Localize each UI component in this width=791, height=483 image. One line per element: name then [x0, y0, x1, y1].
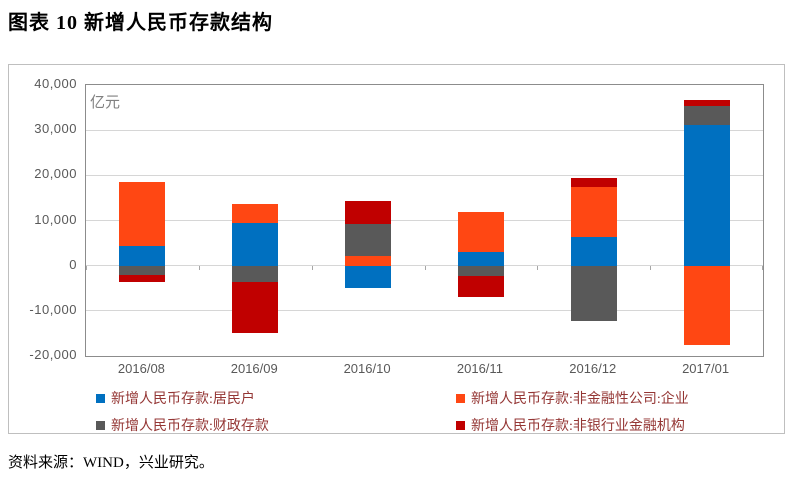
y-tick-label: 40,000: [34, 76, 77, 91]
bar-segment: [457, 251, 504, 266]
legend-label: 新增人民币存款:非金融性公司:企业: [471, 392, 689, 407]
legend-item: 新增人民币存款:居民户: [96, 388, 456, 408]
bar-segment: [683, 100, 730, 107]
axis-tick: [86, 265, 87, 270]
bar-segment: [119, 182, 166, 247]
gridline: [86, 174, 763, 176]
gridline: [86, 310, 763, 312]
legend-item: 新增人民币存款:财政存款: [96, 415, 456, 435]
bar-segment: [570, 178, 617, 188]
x-tick-label: 2017/01: [682, 361, 730, 376]
gridline: [86, 129, 763, 131]
bar-segment: [119, 265, 166, 276]
axis-tick: [198, 265, 200, 270]
bar-segment: [345, 256, 392, 266]
bar-segment: [119, 246, 166, 266]
y-axis-unit-label: 亿元: [90, 94, 121, 111]
bar-segment: [345, 201, 392, 224]
bar-segment: [119, 275, 166, 282]
x-tick-label: 2016/12: [569, 361, 617, 376]
bar-segment: [457, 276, 504, 297]
plot-area: 亿元: [85, 84, 764, 357]
bar-segment: [457, 265, 504, 277]
legend-item: 新增人民币存款:非银行业金融机构: [456, 415, 689, 435]
legend-marker-icon: [456, 393, 465, 403]
x-tick-label: 2016/08: [117, 361, 165, 376]
x-tick-label: 2016/10: [343, 361, 391, 376]
legend-marker-icon: [96, 420, 105, 430]
bar-segment: [683, 106, 730, 126]
bar-segment: [570, 237, 617, 266]
legend-marker-icon: [456, 420, 465, 430]
figure-title: 图表 10 新增人民币存款结构: [8, 12, 273, 34]
legend-label: 新增人民币存款:财政存款: [111, 419, 269, 434]
bar-segment: [683, 265, 730, 345]
bar-segment: [232, 281, 279, 333]
y-tick-label: -10,000: [29, 301, 77, 317]
x-tick-label: 2016/09: [230, 361, 278, 376]
legend-label: 新增人民币存款:居民户: [111, 392, 255, 407]
bar-segment: [457, 211, 504, 252]
chart-legend: 新增人民币存款:居民户 新增人民币存款:非金融性公司:企业新增人民币存款:财政存款…: [96, 388, 689, 435]
y-tick-label: -20,000: [29, 347, 77, 362]
axis-tick: [537, 265, 539, 270]
y-tick-label: 10,000: [34, 211, 77, 227]
axis-tick: [650, 265, 652, 270]
legend-label: 新增人民币存款:非银行业金融机构: [471, 419, 685, 434]
y-tick-label: 20,000: [34, 166, 77, 182]
chart-container: 亿元 40,000 30,000 20,000 10,000 0 -10,000 -20,0…: [8, 64, 785, 434]
legend-item: 新增人民币存款:非金融性公司:企业: [456, 388, 689, 408]
bar-segment: [570, 265, 617, 321]
axis-tick: [424, 265, 426, 270]
bar-segment: [683, 125, 730, 266]
axis-tick: [311, 265, 313, 270]
axis-tick: [762, 265, 763, 270]
bar-segment: [232, 203, 279, 223]
legend-marker-icon: [96, 393, 105, 403]
gridline: [86, 220, 763, 221]
bar-segment: [232, 265, 279, 282]
source-note: 资料来源：WIND，兴业研究。: [8, 455, 214, 471]
bar-segment: [345, 223, 392, 257]
y-tick-label: 30,000: [34, 121, 77, 137]
bar-segment: [570, 187, 617, 238]
bar-segment: [345, 265, 392, 288]
bar-segment: [232, 222, 279, 266]
x-tick-label: 2016/11: [456, 361, 503, 376]
y-tick-label: 0: [69, 256, 77, 272]
